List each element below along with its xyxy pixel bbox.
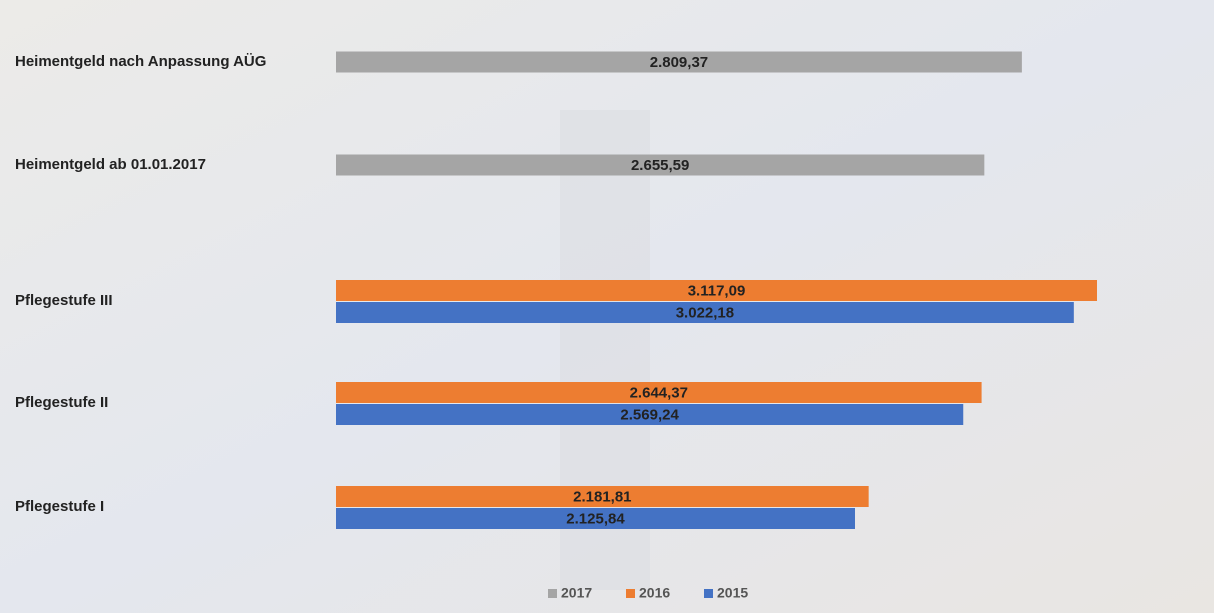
category-label: Heimentgeld nach Anpassung AÜG bbox=[15, 53, 266, 70]
data-label: 2.655,59 bbox=[631, 157, 689, 174]
category-label: Pflegestufe II bbox=[15, 394, 108, 411]
legend-label: 2016 bbox=[639, 585, 670, 601]
legend-swatch bbox=[548, 589, 557, 598]
chart: Heimentgeld nach Anpassung AÜG 2.809,37 He… bbox=[0, 0, 1214, 613]
data-label: 2.181,81 bbox=[573, 488, 631, 505]
data-label: 2.569,24 bbox=[620, 406, 679, 423]
legend-swatch bbox=[626, 589, 635, 598]
data-label: 2.809,37 bbox=[650, 54, 708, 71]
category-label: Heimentgeld ab 01.01.2017 bbox=[15, 156, 206, 173]
data-label: 2.644,37 bbox=[630, 384, 688, 401]
legend-label: 2017 bbox=[561, 585, 592, 601]
legend-label: 2015 bbox=[717, 585, 748, 601]
category-label: Pflegestufe III bbox=[15, 292, 113, 309]
category-label: Pflegestufe I bbox=[15, 498, 104, 515]
data-label: 3.117,09 bbox=[688, 282, 746, 299]
data-label: 3.022,18 bbox=[676, 304, 734, 321]
legend-swatch bbox=[704, 589, 713, 598]
data-label: 2.125,84 bbox=[566, 510, 625, 527]
